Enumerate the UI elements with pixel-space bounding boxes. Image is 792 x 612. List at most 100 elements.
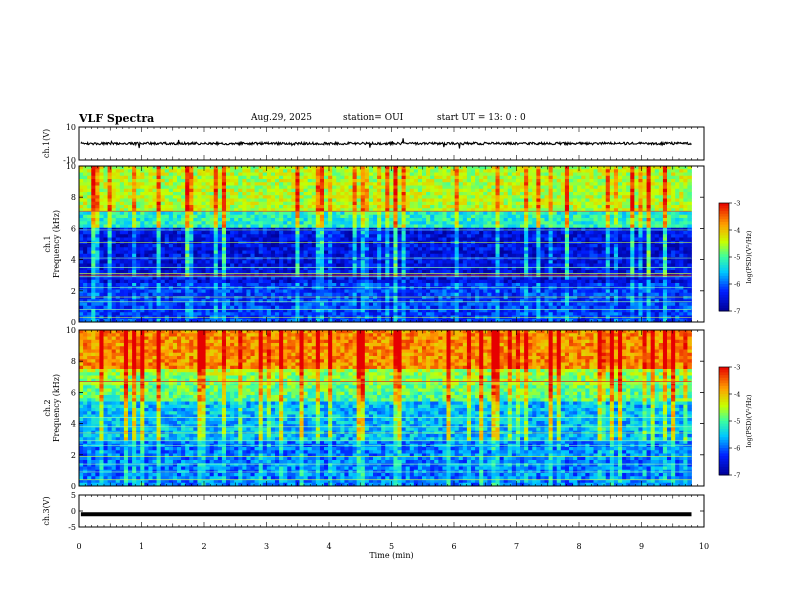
spectrogram-cell (613, 234, 619, 238)
spectrogram-cell (573, 179, 578, 183)
spectrogram-cell (675, 260, 680, 264)
spectrogram-cell (181, 253, 186, 258)
spectrogram-cell (164, 214, 170, 219)
spectrogram-cell (275, 172, 280, 177)
spectrogram-cell (132, 169, 137, 173)
spectrogram-cell (475, 266, 480, 271)
spectrogram-cell (532, 260, 537, 264)
spectrogram-cell (622, 201, 627, 206)
spectrogram-cell (479, 227, 484, 232)
spectrogram-cell (507, 182, 513, 186)
spectrogram-cell (328, 260, 333, 264)
spectrogram-cell (152, 188, 157, 193)
spectrogram-cell (536, 260, 541, 264)
spectrogram-cell (107, 250, 113, 255)
spectrogram-cell (123, 266, 129, 271)
spectrogram-cell (209, 214, 215, 219)
spectrogram-cell (658, 244, 664, 248)
spectrogram-cell (675, 263, 680, 268)
spectrogram-cell (634, 175, 639, 180)
spectrogram-cell (193, 263, 198, 268)
spectrogram-cell (132, 231, 137, 235)
spectrogram-cell (503, 182, 509, 186)
spectrogram-cell (193, 185, 198, 190)
spectrogram-cell (385, 260, 390, 264)
spectrogram-cell (385, 169, 390, 173)
spectrogram-cell (295, 172, 300, 177)
spectrogram-cell (79, 208, 84, 212)
spectrogram-cell (377, 260, 382, 264)
spectrogram-cell (577, 169, 582, 173)
spectrogram-cell (275, 263, 280, 268)
spectrogram-cell (262, 185, 268, 190)
spectrogram-cell (250, 188, 255, 193)
spectrogram-cell (360, 247, 366, 251)
spectrogram-cell (626, 185, 631, 190)
spectrogram-cell (581, 211, 586, 216)
spectrogram-cell (650, 237, 656, 242)
spectrogram-cell (413, 218, 419, 222)
spectrogram-cell (356, 227, 362, 232)
spectrogram-cell (164, 263, 170, 268)
spectrogram-cell (242, 169, 247, 173)
spectrogram-cell (197, 205, 202, 209)
spectrogram-cell (646, 172, 652, 177)
spectrogram-cell (385, 237, 390, 242)
spectrogram-cell (597, 185, 603, 190)
spectrogram-cell (471, 169, 476, 173)
spectrogram-cell (140, 250, 145, 255)
spectrogram-cell (589, 175, 594, 180)
spectrogram-cell (115, 214, 121, 219)
spectrogram-cell (687, 250, 692, 255)
spectrogram-cell (511, 211, 517, 216)
spectrogram-cell (168, 247, 174, 251)
spectrogram-cell (368, 195, 374, 199)
spectrogram-cell (83, 247, 88, 251)
spectrogram-cell (405, 185, 411, 190)
spectrogram-cell (662, 218, 668, 222)
spectrogram-cell (438, 257, 443, 261)
spectrogram-cell (654, 231, 660, 235)
spectrogram-cell (397, 211, 402, 216)
spectrogram-cell (226, 188, 231, 193)
spectrogram-cell (393, 201, 398, 206)
spectrogram-cell (152, 237, 157, 242)
spectrogram-cell (650, 192, 656, 196)
spectrogram-cell (172, 247, 178, 251)
spectrogram-cell (193, 214, 198, 219)
spectrogram-cell (430, 218, 435, 222)
spectrogram-cell (389, 192, 394, 196)
spectrogram-cell (123, 231, 129, 235)
spectrogram-cell (201, 224, 206, 229)
spectrogram-cell (540, 175, 545, 180)
spectrogram-cell (662, 263, 668, 268)
spectrogram-cell (544, 208, 549, 212)
spectrogram-cell (283, 201, 288, 206)
spectrogram-cell (217, 263, 223, 268)
spectrogram-cell (618, 266, 623, 271)
spectrogram-cell (618, 166, 623, 170)
spectrogram-cell (213, 175, 219, 180)
spectrogram-cell (217, 231, 223, 235)
spectrogram-cell (91, 250, 96, 255)
spectrogram-cell (618, 234, 623, 238)
spectrogram-cell (540, 214, 545, 219)
spectrogram-cell (654, 263, 660, 268)
spectrogram-cell (234, 201, 239, 206)
spectrogram-cell (405, 179, 411, 183)
spectrogram-cell (405, 253, 411, 258)
spectrogram-cell (654, 198, 660, 203)
spectrogram-cell (319, 195, 325, 199)
spectrogram-cell (548, 211, 554, 216)
spectrogram-cell (368, 247, 374, 251)
spectrogram-cell (520, 263, 525, 268)
spectrogram-cell (140, 244, 145, 248)
spectrogram-cell (618, 247, 623, 251)
spectrogram-cell (499, 182, 505, 186)
spectrogram-cell (213, 253, 219, 258)
spectrogram-cell (132, 192, 137, 196)
spectrogram-cell (307, 169, 313, 173)
spectrogram-cell (536, 185, 541, 190)
spectrogram-cell (609, 227, 615, 232)
spectrogram-cell (605, 179, 611, 183)
